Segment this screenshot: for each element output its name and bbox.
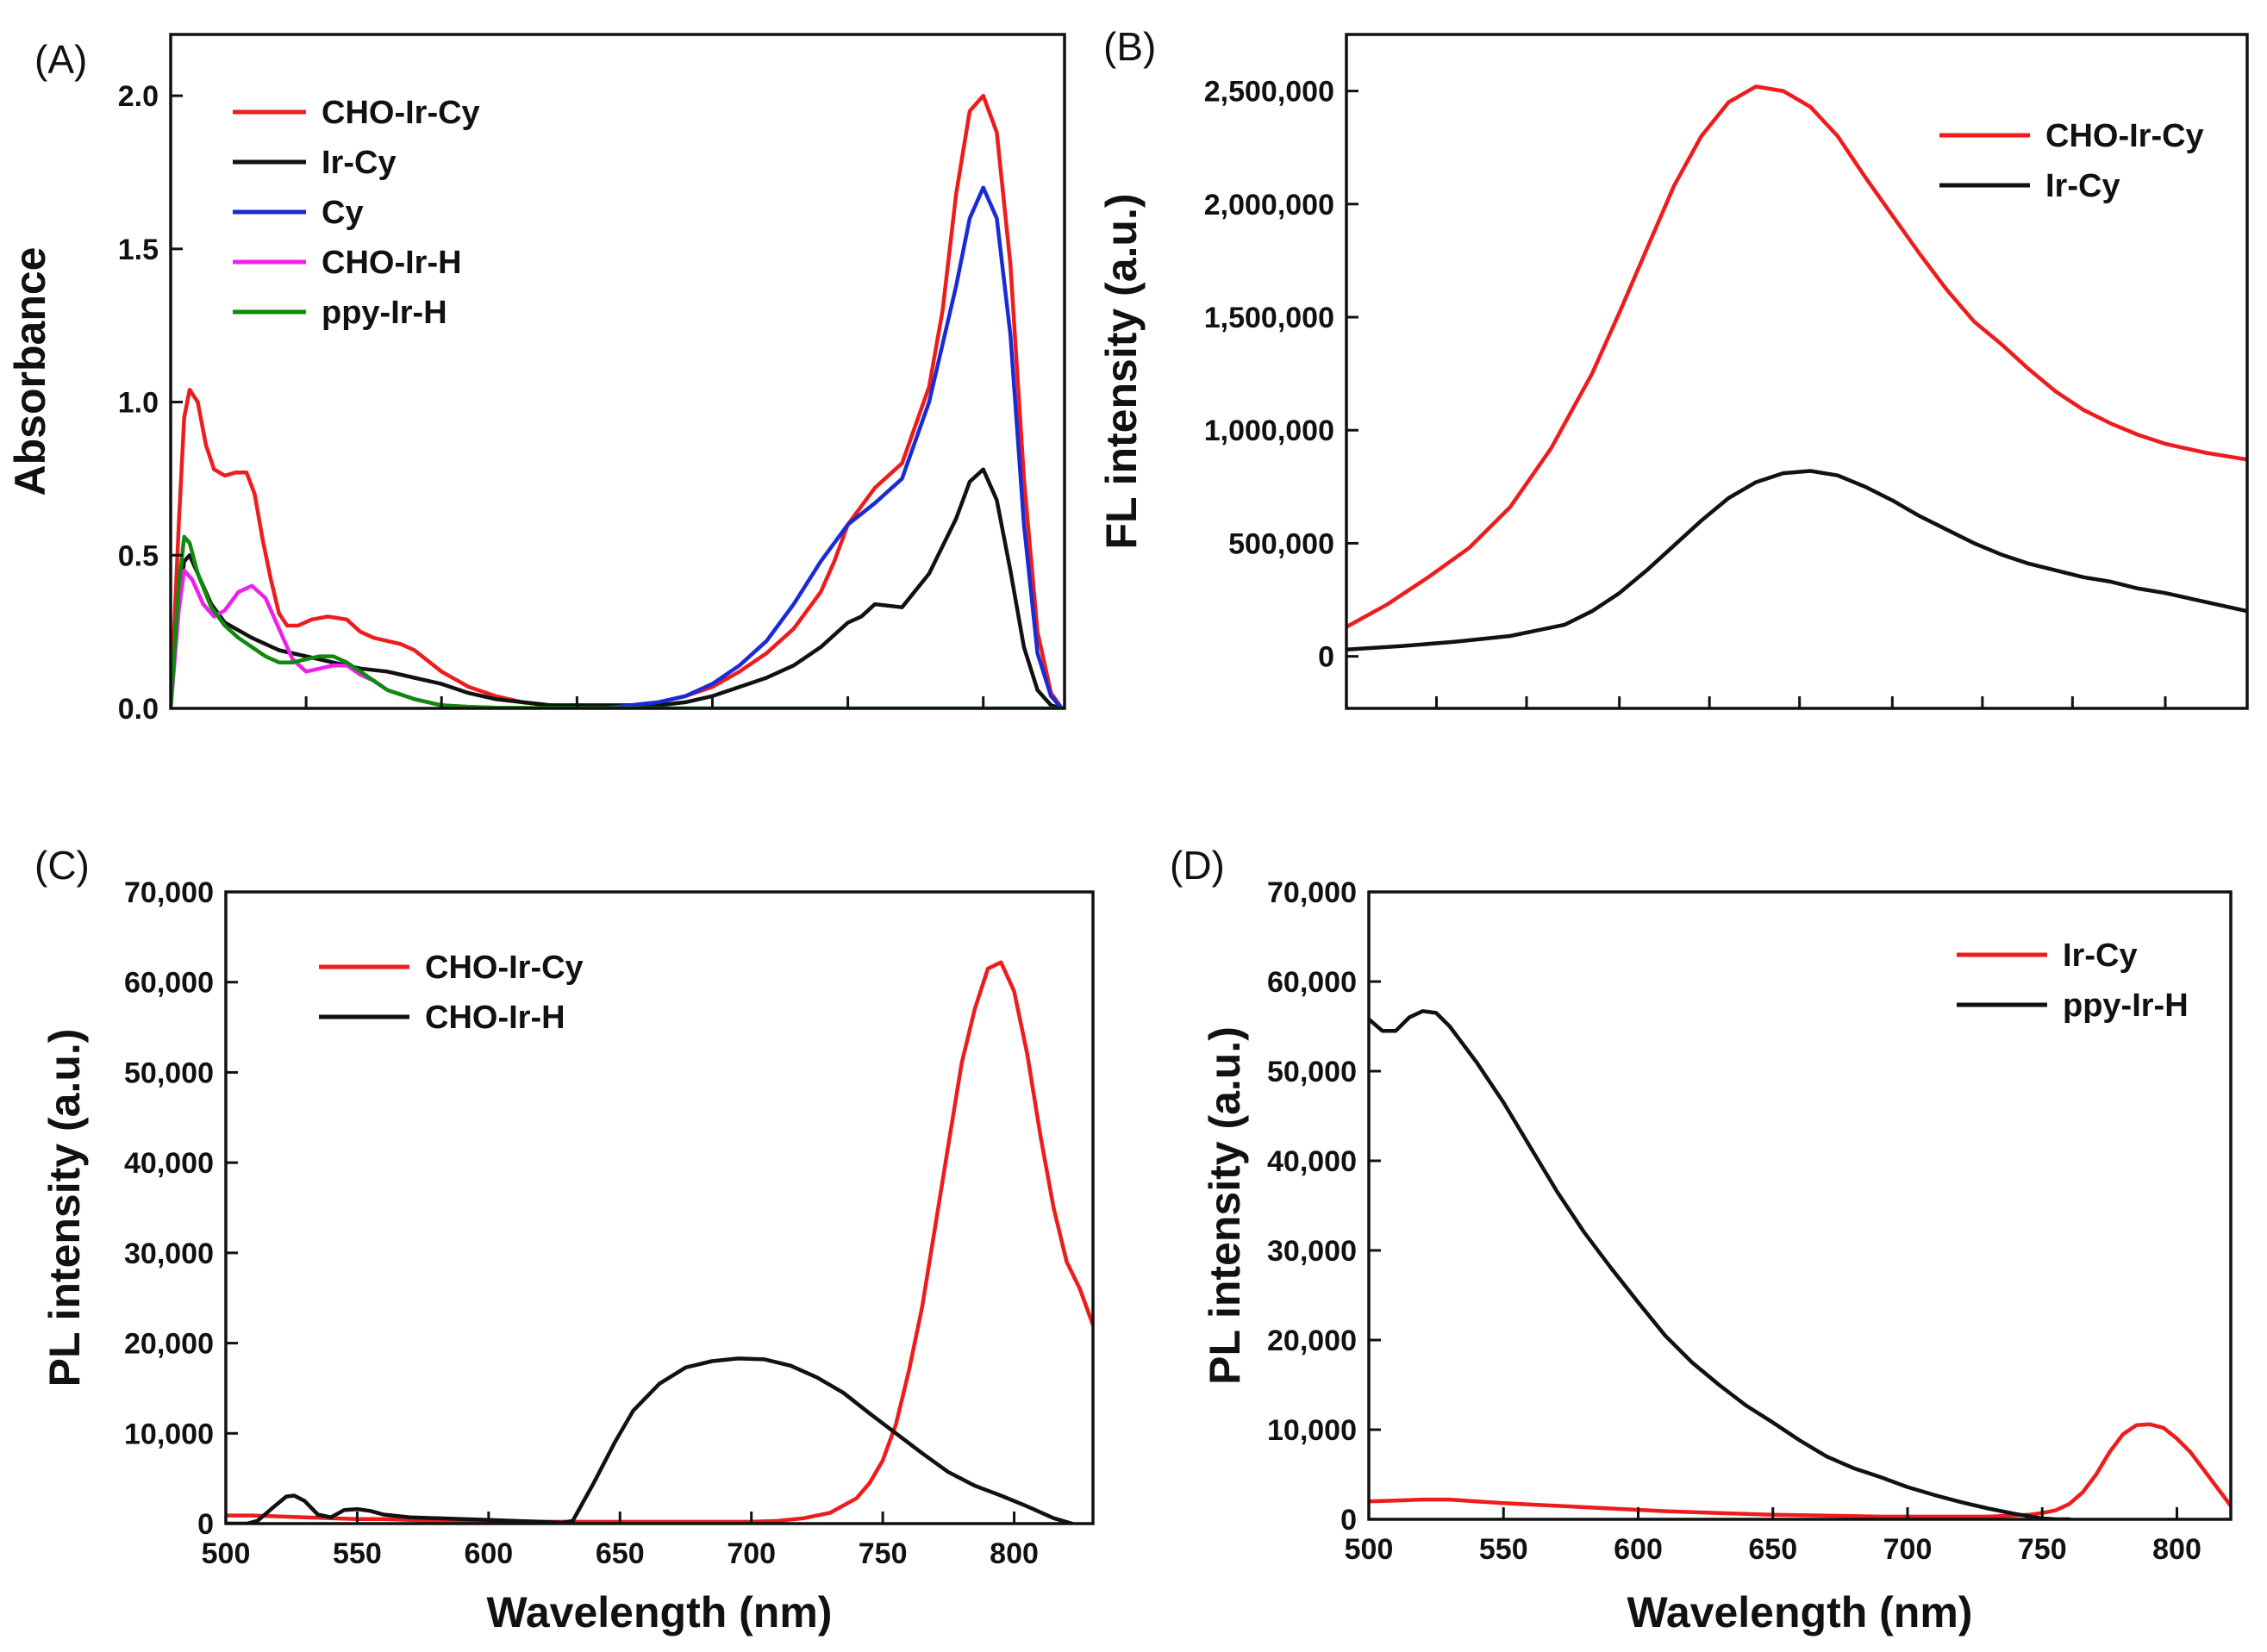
y-tick-label: 1.5: [118, 234, 159, 266]
y-tick-label: 70,000: [124, 876, 214, 909]
y-tick-label: 40,000: [1267, 1145, 1357, 1178]
series-line-cho-ir-cy: [1346, 84, 2247, 629]
x-tick-label: 550: [333, 1537, 382, 1570]
panel-3: 500 550 600 650 700 750 800 0 10,000 20,000 30,000…: [1170, 843, 2233, 1636]
x-tick-label: 550: [1479, 1533, 1528, 1566]
legend: CHO-Ir-Cy Ir-Cy: [1939, 118, 2204, 204]
y-tick-label: 500,000: [1228, 527, 1334, 560]
x-axis-title: Wavelength (nm): [1627, 1588, 1973, 1636]
panel-label: (B): [1103, 24, 1156, 69]
x-tick-label: 500: [202, 1537, 251, 1570]
y-axis-title: Absorbance: [6, 247, 54, 496]
legend-label: Ir-Cy: [2063, 938, 2138, 974]
panel-1: 0 500,000 1,000,000 1,500,000 2,000,000 2,500…: [1097, 24, 2249, 710]
y-tick-label: 40,000: [124, 1147, 214, 1180]
legend: CHO-Ir-Cy CHO-Ir-H: [319, 950, 584, 1036]
y-tick-label: 0: [197, 1508, 214, 1541]
panel-2: 500 550 600 650 700 750 800 0 10,000 20,000 30,000…: [34, 843, 1095, 1636]
y-tick-label: 2.0: [118, 80, 159, 113]
legend-label: CHO-Ir-Cy: [425, 950, 584, 986]
y-axis-title: FL intensity (a.u.): [1097, 194, 1146, 550]
y-tick-label: 2,500,000: [1204, 76, 1334, 109]
y-tick-label: 20,000: [124, 1328, 214, 1361]
y-tick-label: 60,000: [124, 967, 214, 1000]
legend: CHO-Ir-Cy Ir-Cy Cy CHO-Ir-H ppy-Ir-H: [233, 95, 480, 331]
series-line-ppy-ir-h: [171, 534, 1065, 708]
plot-frame: [1345, 33, 2249, 710]
y-axis-title: PL intensity (a.u.): [1201, 1026, 1249, 1385]
series-line-ir-cy: [1346, 469, 2247, 652]
y-tick-label: 30,000: [124, 1237, 214, 1270]
series-line-ppy-ir-h: [1369, 1009, 2071, 1519]
x-tick-label: 650: [1748, 1533, 1797, 1566]
legend-label: ppy-Ir-H: [2063, 988, 2189, 1024]
legend-label: ppy-Ir-H: [322, 295, 447, 331]
plot-frame: [1367, 890, 2233, 1521]
x-tick-label: 800: [990, 1537, 1039, 1570]
legend-label: CHO-Ir-Cy: [322, 95, 480, 131]
x-tick-label: 800: [2152, 1533, 2201, 1566]
legend-label: Ir-Cy: [2045, 168, 2120, 204]
panel-label: (A): [34, 37, 87, 82]
x-tick-label: 700: [1883, 1533, 1933, 1566]
y-tick-label: 10,000: [1267, 1414, 1357, 1447]
x-tick-label: 750: [859, 1537, 908, 1570]
y-tick-label: 50,000: [1267, 1056, 1357, 1088]
y-tick-label: 1.0: [118, 387, 159, 420]
y-tick-label: 30,000: [1267, 1235, 1357, 1268]
x-tick-label: 600: [1614, 1533, 1663, 1566]
y-tick-label: 50,000: [124, 1057, 214, 1089]
y-tick-label: 0.5: [118, 539, 159, 572]
legend-label: CHO-Ir-Cy: [2045, 118, 2204, 154]
y-tick-label: 20,000: [1267, 1325, 1357, 1357]
x-tick-label: 600: [464, 1537, 513, 1570]
y-tick-label: 1,000,000: [1204, 415, 1334, 447]
y-tick-label: 60,000: [1267, 966, 1357, 999]
panel-label: (C): [34, 843, 90, 888]
series-line-cho-ir-cy: [226, 960, 1093, 1524]
y-tick-label: 10,000: [124, 1418, 214, 1450]
panel-0: 0.0 0.5 1.0 1.5 2.0 Absorbance (A) CHO-Ir-Cy Ir-…: [6, 33, 1066, 726]
series-line-cy: [602, 185, 1065, 708]
x-axis-title: Wavelength (nm): [487, 1588, 833, 1636]
legend: Ir-Cy ppy-Ir-H: [1957, 938, 2189, 1024]
y-tick-label: 0.0: [118, 693, 159, 726]
y-axis-title: PL intensity (a.u.): [41, 1029, 89, 1387]
x-tick-label: 650: [596, 1537, 645, 1570]
x-tick-label: 750: [2018, 1533, 2067, 1566]
legend-label: Cy: [322, 195, 364, 231]
y-tick-label: 70,000: [1267, 876, 1357, 909]
x-tick-label: 700: [727, 1537, 776, 1570]
panel-label: (D): [1170, 843, 1225, 888]
x-tick-label: 500: [1345, 1533, 1394, 1566]
plot-frame: [169, 33, 1066, 710]
y-tick-label: 0: [1340, 1504, 1357, 1537]
y-tick-label: 0: [1318, 641, 1334, 674]
series-line-cho-ir-h: [226, 1356, 1074, 1524]
y-tick-label: 2,000,000: [1204, 189, 1334, 221]
legend-label: CHO-Ir-H: [425, 1000, 565, 1036]
legend-label: CHO-Ir-H: [322, 245, 462, 281]
y-tick-label: 1,500,000: [1204, 302, 1334, 334]
legend-label: Ir-Cy: [322, 145, 397, 181]
plot-frame: [224, 890, 1095, 1525]
